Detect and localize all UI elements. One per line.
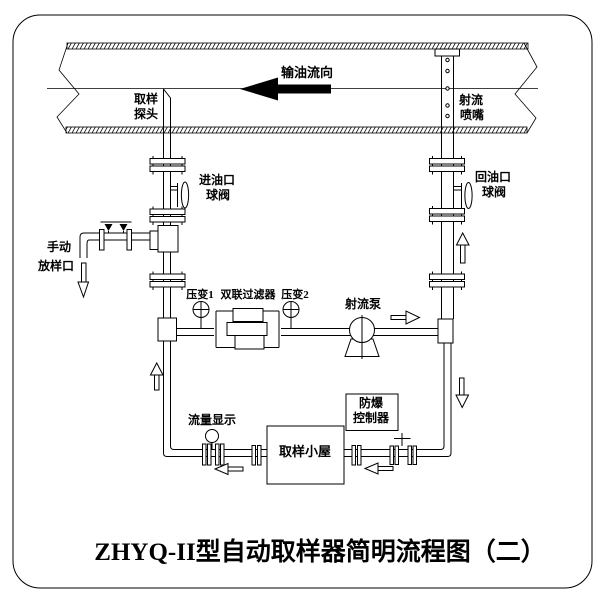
pt2-label: 压变2 [281, 287, 309, 301]
manual-valve-handle-1 [100, 221, 117, 233]
inlet-valve-label-1: 进油口 [199, 172, 235, 187]
dual-filter: 双联过滤器 [215, 287, 280, 350]
sampling-cabin-label: 取样小屋 [279, 444, 331, 459]
outlet-flow-arrow [77, 262, 90, 299]
filter-body-top [232, 308, 264, 322]
loop-flow-arrow-right [363, 462, 394, 475]
pressure-transmitter-1: 压变1 [186, 287, 214, 329]
dual-filter-label: 双联过滤器 [221, 287, 277, 301]
inlet-valve-label-2: 球阀 [206, 187, 230, 202]
sample-inlet-pipe [163, 89, 203, 457]
right-loop-tee [437, 318, 454, 344]
cabin-left-flange [251, 445, 262, 466]
loop-flow-arrow-left [213, 462, 244, 476]
manual-valve-handle-2 [115, 221, 132, 233]
filter-body-bottom [234, 333, 265, 350]
pump-discharge-arrow [390, 310, 421, 325]
flow-display-label: 流量显示 [188, 412, 236, 427]
cabin-right-flange [351, 445, 362, 466]
flow-meter: 流量显示 [188, 412, 236, 466]
right-loop-down-arrow [455, 377, 470, 409]
controller-label-1: 防爆 [359, 395, 384, 410]
loop-control-valve [389, 433, 417, 465]
sampling-cabin: 取样小屋 [266, 425, 345, 485]
flow-display-indicator [205, 429, 219, 443]
controller-label-2: 控制器 [353, 410, 390, 425]
pressure-transmitter-2: 压变2 [281, 287, 309, 329]
flow-direction-label: 输油流向 [281, 65, 333, 80]
outlet-elbow [79, 232, 95, 258]
jet-nozzle-label-1: 射流 [458, 92, 483, 107]
pipe-top-wall [66, 42, 529, 50]
explosion-proof-controller: 防爆 控制器 [345, 393, 399, 431]
jet-nozzle-label-2: 喷嘴 [460, 107, 484, 122]
inlet-flange-bottom [149, 271, 186, 290]
main-oil-pipeline: 输油流向 [47, 42, 538, 134]
return-up-arrow [455, 231, 470, 264]
sampling-tee [157, 225, 179, 253]
jet-nozzle: 射流 喷嘴 [434, 48, 484, 122]
manual-sampling-branch: 手动 放样口 [37, 221, 179, 299]
flow-direction-arrow [240, 77, 331, 101]
pt1-label: 压变1 [186, 287, 214, 301]
diagram-border [12, 14, 593, 589]
filter-body-middle [226, 322, 268, 336]
return-flange-upper [429, 156, 465, 175]
inlet-flange-upper [149, 156, 186, 175]
left-loop-tee [157, 317, 177, 342]
manual-port-label-1: 手动 [47, 239, 71, 254]
filter-pump-line [176, 328, 438, 336]
sampling-probe: 取样 探头 [134, 88, 171, 121]
pipe-break-left [56, 42, 80, 134]
pipe-break-right [514, 42, 538, 134]
return-ball-valve: 回油口 球阀 [454, 169, 511, 209]
pipe-bottom-wall [65, 126, 528, 134]
inlet-ball-valve: 进油口 球阀 [171, 172, 235, 209]
sampling-probe-label-1: 取样 [134, 91, 158, 106]
manual-port-label-2: 放样口 [37, 258, 74, 273]
return-flange-lower [429, 206, 465, 225]
sampling-probe-label-2: 探头 [134, 106, 158, 121]
jet-pump-label: 射流泵 [344, 296, 381, 311]
jet-pump: 射流泵 [344, 296, 381, 359]
return-valve-label-2: 球阀 [482, 184, 506, 199]
return-valve-label-1: 回油口 [475, 169, 511, 184]
return-flange-bottom [429, 271, 465, 290]
inlet-flange-lower [149, 206, 186, 225]
left-loop-up-arrow [149, 361, 164, 391]
diagram-title: ZHYQ-II型自动取样器简明流程图（二） [94, 537, 545, 566]
